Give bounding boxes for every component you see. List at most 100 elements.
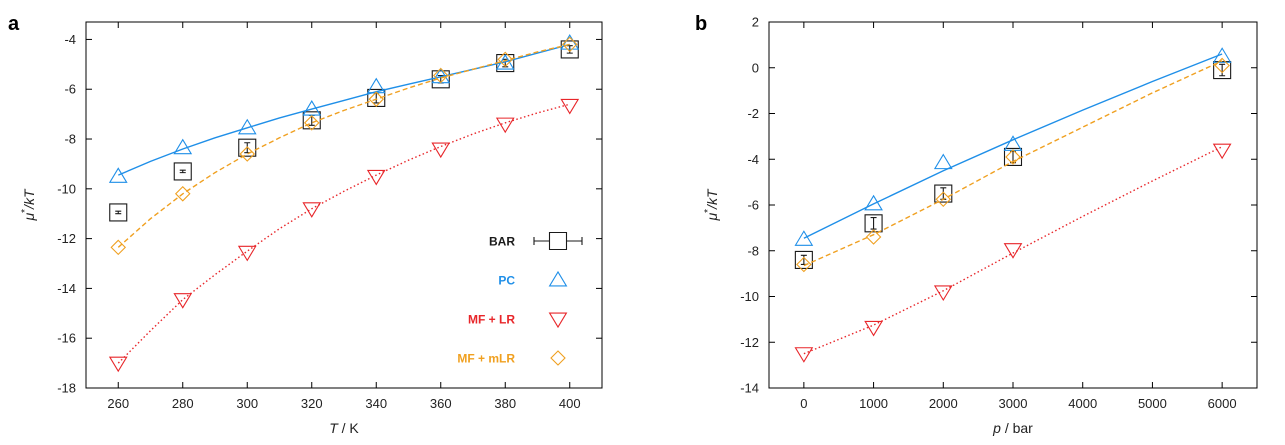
data-point [864,320,883,337]
y-axis-label: μ*/kT [703,188,720,221]
data-point [1003,147,1023,167]
y-tick-label: -8 [747,243,759,258]
fit-line [803,146,1223,355]
y-tick-label: -6 [64,82,76,97]
series-mf-mlr [110,36,578,256]
data-point [237,118,257,135]
data-point [238,138,257,157]
data-point [934,184,953,203]
legend-marker [548,231,568,251]
data-point [794,250,813,269]
data-point [108,356,128,373]
y-tick-label: -12 [740,335,759,350]
error-bar [179,169,186,174]
legend: BAR PC MF + LR MF + mLR [457,231,583,366]
data-point [239,146,256,162]
y-tick-label: 0 [752,60,759,75]
y-tick-label: -2 [747,106,759,121]
series-bar [794,60,1232,269]
y-tick-label: -4 [747,152,759,167]
data-point [110,239,127,256]
y-tick-label: -10 [740,289,759,304]
legend-label: BAR [489,235,515,249]
panel-b-chart: b 0 1000 2000 3000 4000 5000 6000 -14 -12 -10 -8 -6 -… [695,13,1258,436]
x-axis-label: p / bar [992,420,1033,436]
data-point [794,230,814,246]
data-point [237,245,257,262]
data-point [367,88,386,107]
data-point [1214,57,1230,74]
error-bar [115,210,122,215]
data-point [796,256,812,273]
x-tick-label: 260 [107,396,129,411]
series-pc [108,34,580,183]
fit-line [117,43,570,248]
data-point [933,285,953,302]
panel-letter-b: b [695,13,707,35]
data-point [560,98,580,115]
error-bar [870,217,877,230]
data-point [497,51,514,68]
data-point [1005,149,1021,165]
series-mf-mlr [796,57,1230,273]
data-point [302,202,322,218]
plot-frame [85,21,603,389]
error-bar [940,187,947,200]
panel-a-chart: a 260 280 300 320 340 360 380 400 -18 -16 -14 -12 -10… [8,13,603,436]
data-point [302,111,321,130]
data-point [174,186,191,202]
data-point [303,115,320,131]
y-tick-label: 2 [752,15,759,30]
data-point [864,214,883,233]
panel-letter-a: a [8,13,20,35]
data-point [1212,47,1232,63]
y-tick-label: -4 [64,32,76,47]
x-tick-label: 1000 [859,396,888,411]
data-point [368,91,385,107]
y-tick-label: -6 [747,198,759,213]
y-tick-label: -8 [64,132,76,147]
data-point [495,117,515,134]
data-point [109,203,128,222]
x-tick-label: 320 [301,396,323,411]
data-point [561,36,578,53]
data-point [935,191,952,208]
x-tick-label: 2000 [929,396,958,411]
data-point [865,229,882,245]
x-tick-label: 3000 [999,396,1028,411]
series-bar [109,40,579,222]
data-point [864,194,883,211]
legend-marker [548,270,568,287]
legend-marker [550,350,566,366]
x-tick-label: 360 [430,396,452,411]
data-point [173,162,192,181]
data-point [432,67,449,84]
error-bar [1219,63,1226,77]
fit-line [803,53,1223,239]
legend-label: PC [498,274,515,288]
y-tick-label: -12 [57,231,76,246]
plot-frame [768,21,1258,389]
x-tick-label: 5000 [1138,396,1167,411]
series-mf-lr [794,143,1232,363]
y-tick-label: -10 [57,181,76,196]
fit-line [803,60,1223,267]
data-point [794,347,814,363]
y-tick-label: -16 [57,331,76,346]
fit-line [118,43,570,176]
x-tick-label: 300 [236,396,258,411]
y-tick-label: -14 [740,381,759,396]
data-point [173,138,193,155]
legend-marker [548,312,568,329]
fit-line [117,103,570,364]
y-axis-label: μ*/kT [20,188,37,221]
legend-label: MF + LR [468,313,515,327]
data-point [173,293,193,309]
x-tick-label: 6000 [1208,396,1237,411]
x-tick-label: 280 [172,396,194,411]
data-point [366,169,386,186]
y-tick-label: -14 [57,281,76,296]
data-point [1212,143,1232,160]
x-tick-label: 340 [365,396,387,411]
